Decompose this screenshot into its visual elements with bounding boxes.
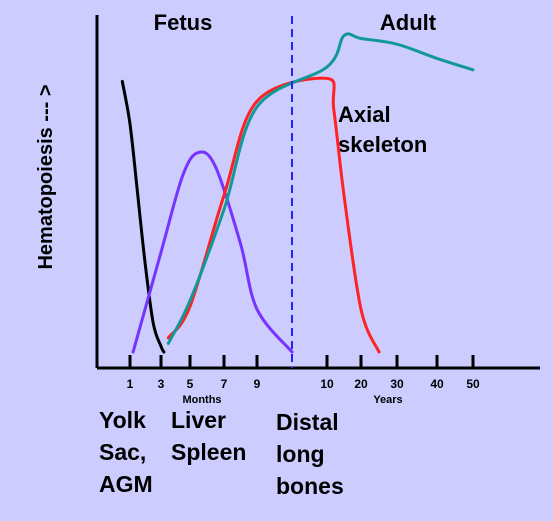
label-agm: AGM [99, 471, 153, 497]
label-sac: Sac, [99, 439, 146, 465]
label-distal: Distal [276, 409, 339, 435]
region-label-fetus: Fetus [154, 10, 213, 35]
curve-axial-skeleton-teal [166, 32, 475, 345]
label-long: long [276, 441, 325, 467]
x-tick-label-month-1: 1 [127, 377, 134, 391]
curves [120, 32, 475, 354]
x-tick-label-year-20: 20 [354, 377, 368, 391]
label-bones: bones [276, 473, 344, 499]
x-unit-label-years: Years [373, 394, 402, 406]
x-tick-label-year-30: 30 [390, 377, 404, 391]
x-tick-label-month-5: 5 [187, 377, 194, 391]
curve-yolk-sac-black [120, 79, 166, 354]
region-label-adult: Adult [380, 10, 437, 35]
x-tick-label-month-7: 7 [221, 377, 228, 391]
label-yolk: Yolk [99, 407, 146, 433]
x-axis-ticks: 1 3 5 7 9 10 20 30 40 50 [127, 355, 480, 391]
x-unit-label-months: Months [182, 394, 221, 406]
curve-label-axial-skeleton: Axial skeleton [338, 102, 427, 157]
x-tick-label-year-10: 10 [320, 377, 334, 391]
label-spleen: Spleen [171, 439, 246, 465]
x-tick-label-month-3: 3 [158, 377, 165, 391]
x-tick-label-month-9: 9 [254, 377, 261, 391]
x-tick-label-year-40: 40 [430, 377, 444, 391]
curve-liver-spleen-purple [131, 150, 294, 354]
label-yolk-sac-agm: Yolk Sac, AGM [99, 407, 153, 497]
y-axis-label: Hematopoiesis --- > [35, 84, 57, 269]
label-distal-long-bones: Distal long bones [276, 409, 345, 499]
label-liver: Liver [171, 407, 226, 433]
x-tick-label-year-50: 50 [466, 377, 480, 391]
label-liver-spleen: Liver Spleen [171, 407, 246, 465]
